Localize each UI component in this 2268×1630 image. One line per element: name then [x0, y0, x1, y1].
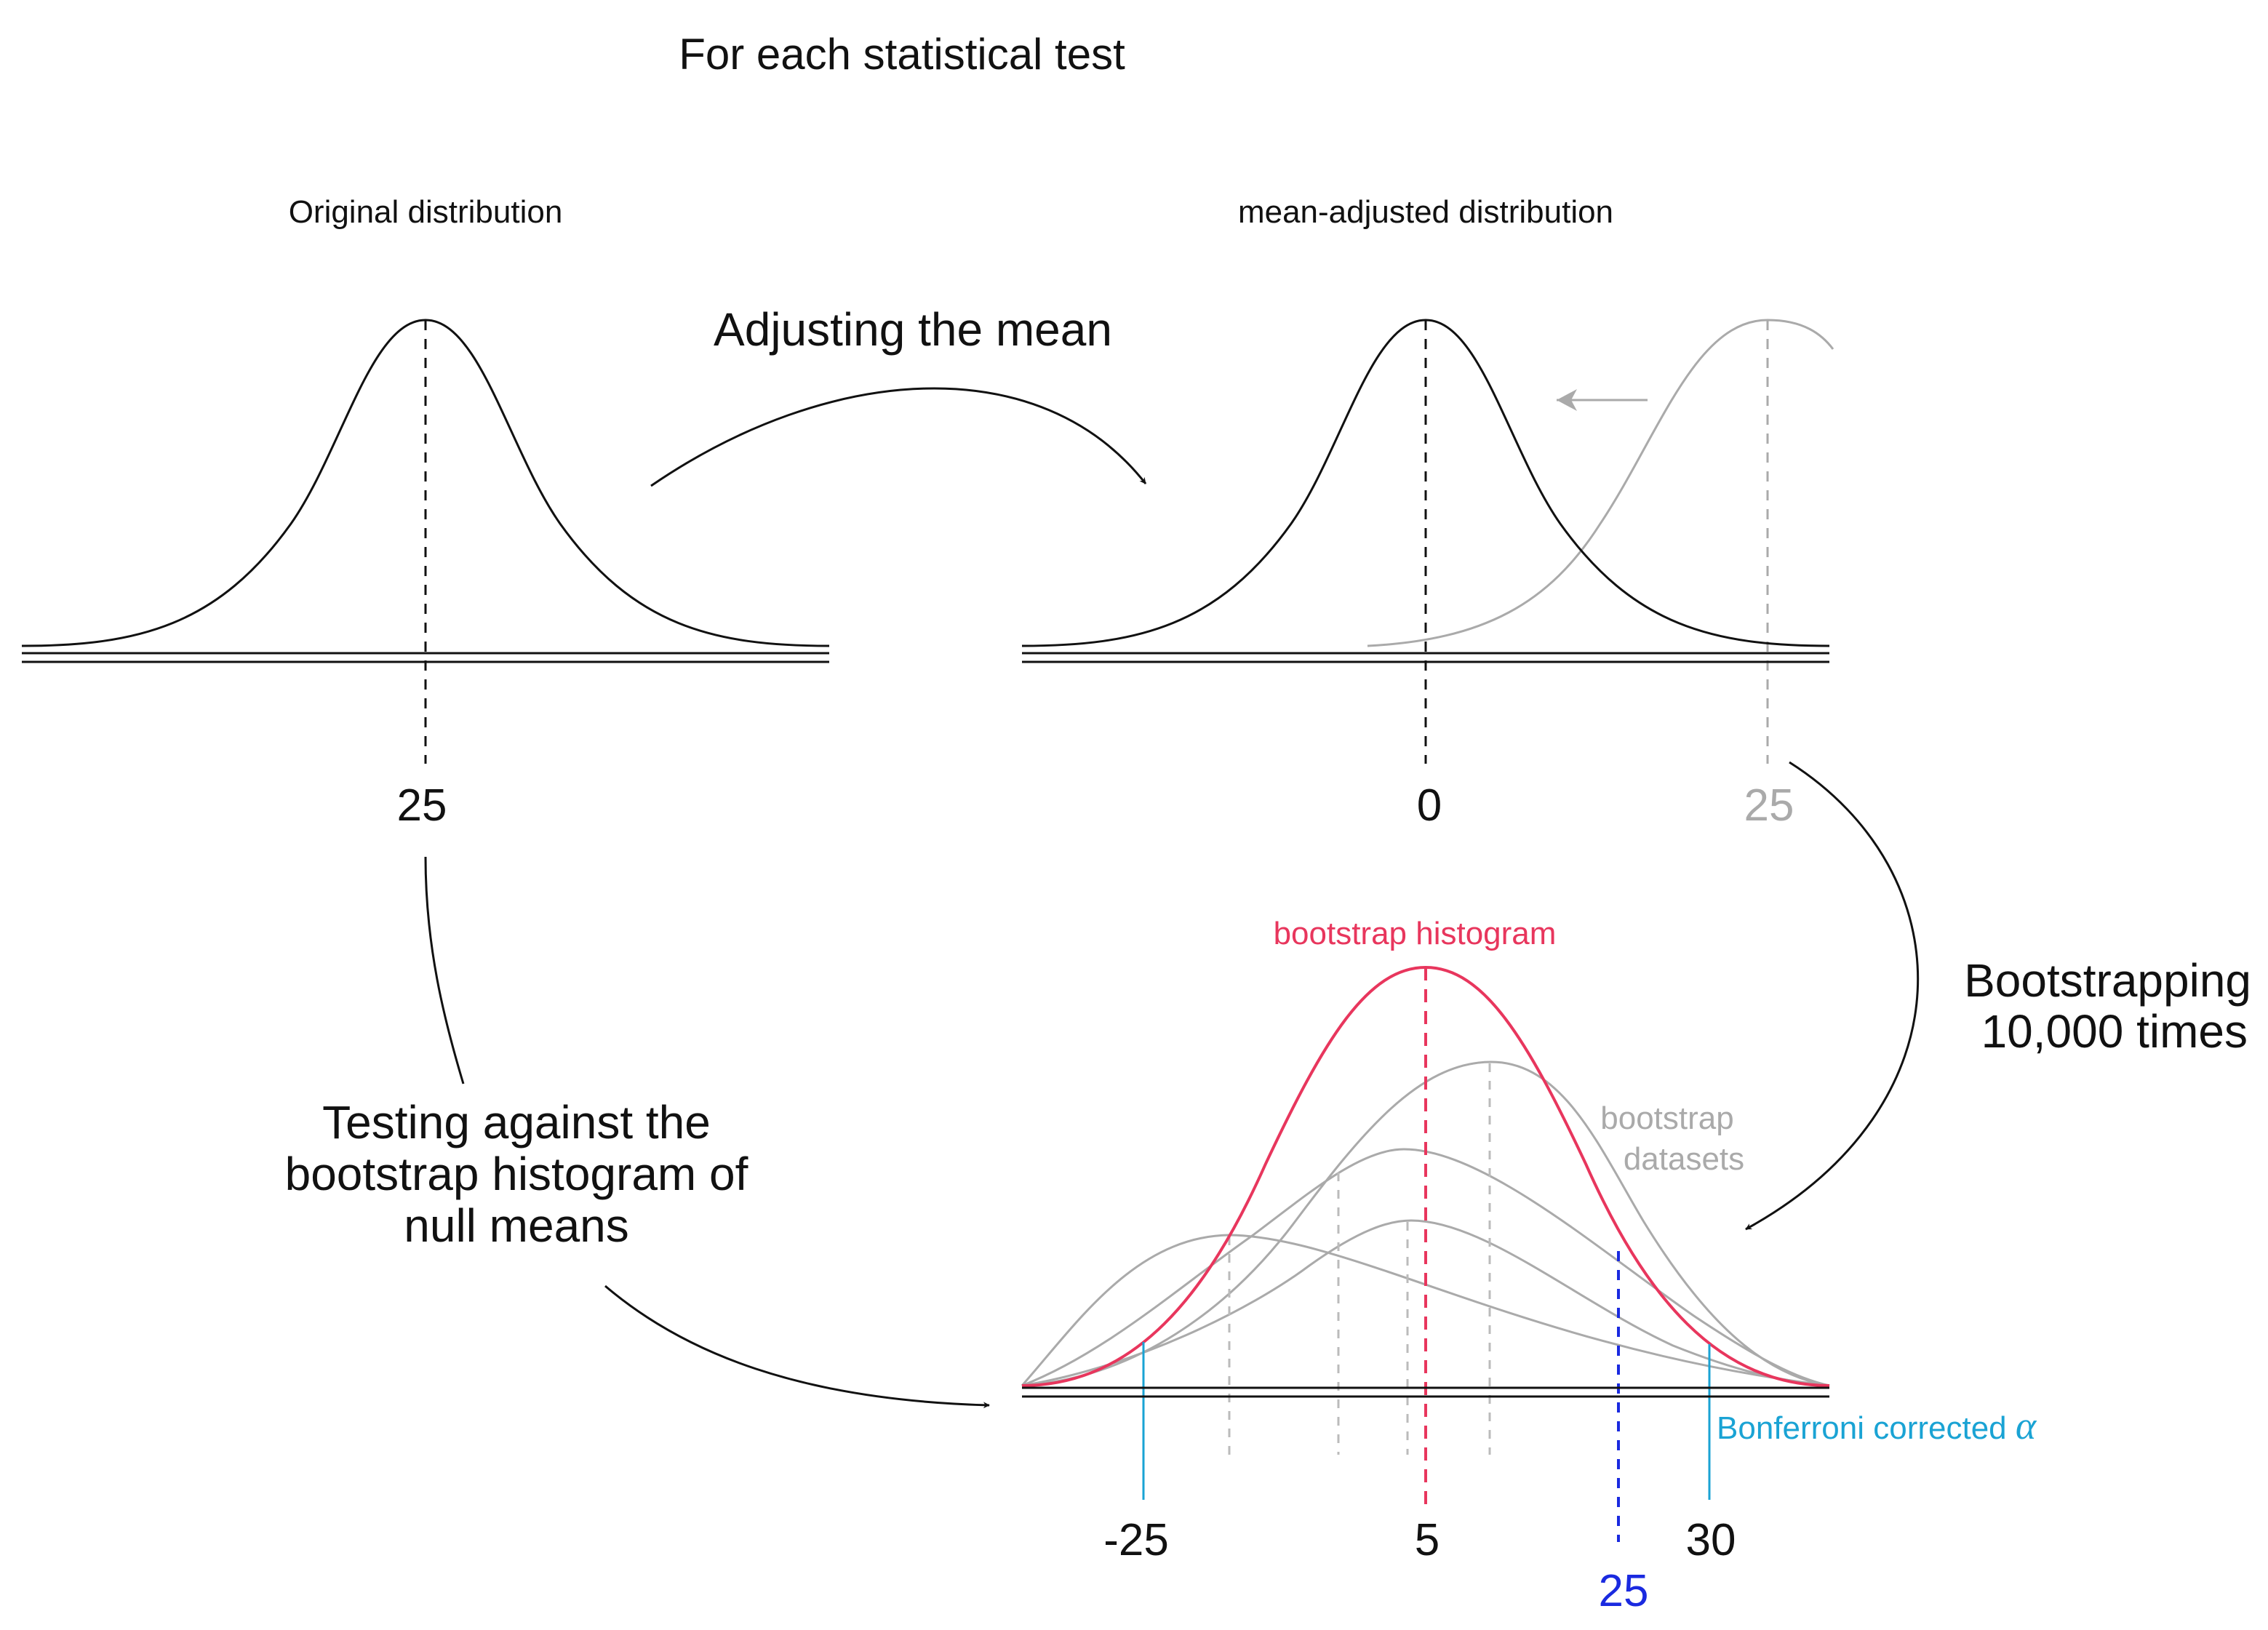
adjust-arrow: [650, 387, 1147, 487]
shift-left-arrowhead: [1557, 389, 1577, 411]
bootstrap-datasets-label-line2: datasets: [1624, 1141, 1744, 1177]
bootstrap-step-label-line1: Bootstrapping: [1964, 954, 2251, 1007]
bootstrap-dataset-curve: [1021, 1219, 1830, 1387]
testing-arrow-lower: [604, 1285, 990, 1409]
bootstrap-panel: bootstrap histogram bootstrap datasets B…: [1021, 916, 2037, 1616]
observed-statistic-label: 25: [1599, 1566, 1649, 1616]
alpha-label-text: Bonferroni corrected: [1717, 1410, 2007, 1446]
alpha-label: Bonferroni corrected α: [1717, 1404, 2037, 1447]
original-distribution-caption: Original distribution: [289, 194, 563, 230]
original-curve: [21, 319, 830, 647]
adjusted-curve: [1021, 319, 1830, 647]
tick-label-left: -25: [1103, 1515, 1169, 1565]
bootstrap-dataset-curve: [1021, 1234, 1830, 1387]
diagram-title: For each statistical test: [679, 30, 1125, 79]
alpha-symbol: α: [2016, 1404, 2037, 1447]
testing-arrow-upper: [424, 856, 465, 1084]
shifted-original-mean-label: 25: [1744, 780, 1794, 831]
original-mean-label: 25: [397, 780, 447, 831]
adjusted-distribution-caption: mean-adjusted distribution: [1238, 194, 1613, 230]
adjusted-distribution-panel: mean-adjusted distribution 0 25: [1021, 194, 1834, 831]
bootstrap-step: Bootstrapping 10,000 times: [1745, 761, 2251, 1231]
bootstrap-histogram-label: bootstrap histogram: [1274, 916, 1557, 951]
tick-label-center: 5: [1415, 1515, 1440, 1565]
testing-step-label-line3: null means: [404, 1199, 629, 1252]
adjust-step-label: Adjusting the mean: [714, 303, 1112, 356]
bootstrap-step-label-line2: 10,000 times: [1981, 1005, 2248, 1058]
shifted-original-curve: [1367, 319, 1834, 647]
testing-step-label-line2: bootstrap histogram of: [285, 1148, 748, 1200]
original-distribution-panel: Original distribution 25: [21, 194, 830, 831]
bootstrap-dataset-curve: [1021, 1148, 1830, 1387]
testing-step-label-line1: Testing against the: [322, 1096, 711, 1148]
bootstrap-datasets-label-line1: bootstrap: [1600, 1100, 1733, 1136]
testing-step: Testing against the bootstrap histogram …: [285, 856, 990, 1409]
bootstrap-arrow: [1745, 761, 1920, 1231]
bootstrap-dataset-curve: [1021, 1060, 1830, 1387]
adjust-step: Adjusting the mean: [650, 303, 1147, 487]
tick-label-right: 30: [1686, 1515, 1736, 1565]
adjusted-mean-label: 0: [1417, 780, 1442, 831]
